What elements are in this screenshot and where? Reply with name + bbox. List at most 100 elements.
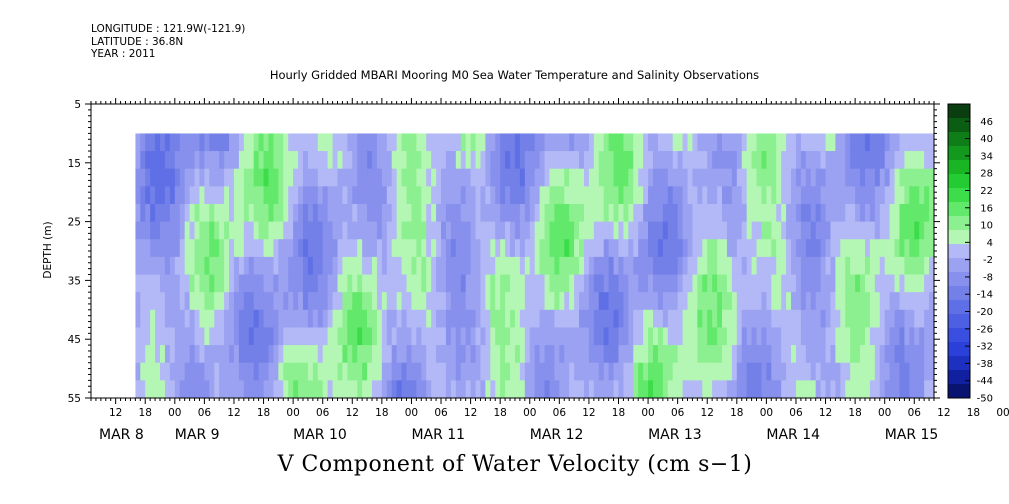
heatmap-cell <box>810 221 817 240</box>
heatmap-cell <box>791 239 797 258</box>
heatmap-cell <box>347 203 353 223</box>
heatmap-cell <box>771 221 777 240</box>
heatmap-cell <box>830 168 837 187</box>
heatmap-cell <box>736 309 743 329</box>
heatmap-cell <box>312 292 319 311</box>
heatmap-cell <box>357 309 363 329</box>
heatmap-cell <box>855 256 861 276</box>
heatmap-cell <box>199 292 205 311</box>
heatmap-cell <box>564 380 570 398</box>
heatmap-cell <box>549 292 556 311</box>
heatmap-cell <box>391 151 398 170</box>
heatmap-cell <box>815 186 822 205</box>
heatmap-cell <box>583 292 590 311</box>
heatmap-cell <box>416 380 422 398</box>
heatmap-cell <box>529 186 536 205</box>
heatmap-cell <box>579 203 585 223</box>
heatmap-cell <box>317 239 324 258</box>
heatmap-cell <box>662 151 669 170</box>
heatmap-cell <box>914 186 920 205</box>
heatmap-cell <box>638 203 644 223</box>
heatmap-cell <box>534 345 541 364</box>
heatmap-cell <box>929 151 935 170</box>
heatmap-cell <box>667 345 674 364</box>
heatmap-cell <box>776 186 782 205</box>
heatmap-cell <box>204 345 210 364</box>
heatmap-cell <box>657 309 664 329</box>
heatmap-cell <box>741 362 748 381</box>
heatmap-cell <box>638 327 644 346</box>
heatmap-cell <box>391 362 398 381</box>
heatmap-cell <box>293 168 299 187</box>
heatmap-cell <box>835 203 841 223</box>
heatmap-cell <box>643 362 649 381</box>
heatmap-cell <box>904 345 910 364</box>
heatmap-cell <box>455 168 462 187</box>
heatmap-cell <box>258 309 265 329</box>
heatmap-cell <box>209 345 215 364</box>
heatmap-cell <box>490 151 496 170</box>
heatmap-cell <box>786 345 792 364</box>
heatmap-cell <box>869 380 876 398</box>
heatmap-cell <box>707 274 713 293</box>
heatmap-cell <box>884 327 891 346</box>
heatmap-cell <box>150 151 156 170</box>
heatmap-cell <box>583 362 590 381</box>
heatmap-cell <box>707 292 713 311</box>
heatmap-cell <box>593 186 600 205</box>
heatmap-cell <box>593 221 600 240</box>
heatmap-cell <box>603 256 610 276</box>
x-hour-tick-label: 00 <box>760 407 773 419</box>
heatmap-cell <box>150 221 156 240</box>
heatmap-cell <box>657 256 664 276</box>
heatmap-cell <box>800 309 807 329</box>
heatmap-cell <box>909 362 915 381</box>
heatmap-cell <box>588 345 595 364</box>
heatmap-cell <box>598 168 605 187</box>
heatmap-cell <box>840 362 846 381</box>
heatmap-cell <box>800 203 807 223</box>
heatmap-cell <box>613 203 620 223</box>
heatmap-cell <box>179 203 186 223</box>
heatmap-cell <box>731 274 738 293</box>
heatmap-cell <box>135 362 141 381</box>
heatmap-cell <box>214 168 220 187</box>
heatmap-cell <box>904 186 910 205</box>
heatmap-cell <box>441 239 447 258</box>
heatmap-cell <box>155 203 161 223</box>
heatmap-cell <box>677 327 684 346</box>
heatmap-cell <box>864 327 871 346</box>
heatmap-cell <box>465 362 472 381</box>
heatmap-cell <box>401 345 408 364</box>
x-hour-tick-label: 00 <box>168 407 181 419</box>
heatmap-cell <box>322 327 329 346</box>
heatmap-cell <box>174 133 181 152</box>
heatmap-cell <box>894 274 901 293</box>
heatmap-cell <box>648 309 654 329</box>
heatmap-cell <box>795 274 802 293</box>
heatmap-cell <box>702 239 708 258</box>
heatmap-cell <box>751 133 758 152</box>
heatmap-cell <box>357 239 363 258</box>
heatmap-cell <box>924 239 930 258</box>
heatmap-cell <box>514 345 521 364</box>
heatmap-cell <box>633 239 639 258</box>
heatmap-cell <box>367 309 373 329</box>
heatmap-cell <box>786 256 792 276</box>
x-date-label: MAR 12 <box>530 427 584 443</box>
heatmap-cell <box>145 345 151 364</box>
heatmap-cell <box>253 203 260 223</box>
heatmap-cell <box>712 186 718 205</box>
heatmap-cell <box>258 239 265 258</box>
heatmap-cell <box>293 239 299 258</box>
heatmap-cell <box>224 221 230 240</box>
heatmap-cell <box>633 256 639 276</box>
heatmap-cell <box>174 362 181 381</box>
heatmap-cell <box>411 362 417 381</box>
heatmap-cell <box>519 239 526 258</box>
heatmap-cell <box>860 274 866 293</box>
heatmap-cell <box>835 221 841 240</box>
heatmap-cell <box>381 168 388 187</box>
heatmap-cell <box>441 274 447 293</box>
heatmap-cell <box>500 239 506 258</box>
